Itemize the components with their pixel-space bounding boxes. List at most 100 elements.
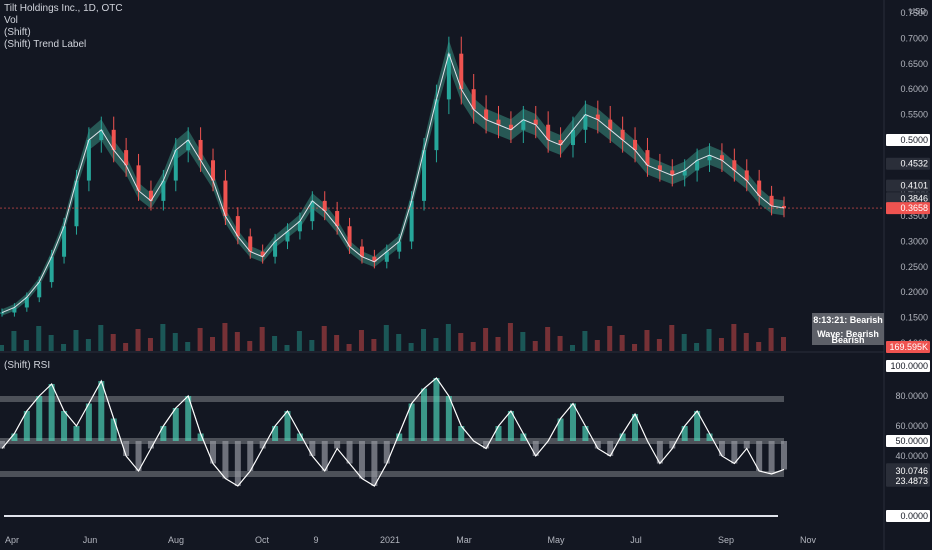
candle-body-62 [769,195,774,206]
volume-bar-11 [135,329,141,351]
price-tag-bg-2 [886,179,930,192]
price-tag-bg-1 [886,157,930,170]
rsi-hist-47 [582,426,589,441]
volume-bar-19 [234,332,240,351]
volume-bar-17 [210,337,216,351]
time-tick-label-3: Oct [254,535,270,545]
wave-status-box: 8:13:21: Bearish Wave: Bearish Bearish [812,313,884,345]
rsi-hist-62 [768,441,775,474]
volume-bar-46 [569,345,575,351]
rsi-tick-label-2: 60.0000 [895,421,928,431]
volume-bar-14 [172,333,178,351]
price-tag-label-1: 0.4532 [900,159,928,169]
rsi-hist-28 [346,441,353,464]
price-tick-label-3: 0.6000 [900,84,928,94]
candle-body-48 [595,114,600,120]
rsi-hist-61 [756,441,763,471]
rsi-hist-3 [36,396,43,441]
rsi-hist-12 [147,441,154,449]
rsi-hist-5 [61,411,68,441]
volume-bar-59 [731,324,737,351]
candle-body-4 [49,256,54,283]
rsi-tick-label-4: 40.0000 [895,451,928,461]
candle-body-24 [297,221,302,232]
candle-body-8 [99,129,104,140]
symbol-title[interactable]: Tilt Holdings Inc., 1D, OTC [4,3,123,14]
candle-body-7 [86,139,91,181]
rsi-tag-label-0: 100.0000 [890,361,928,371]
volume-bar-47 [582,331,588,351]
volume-bar-35 [433,338,439,351]
candle-body-23 [285,231,290,242]
rsi-hist-24 [296,433,303,441]
candle-body-60 [744,170,749,181]
price-tag-bg-5 [886,202,930,215]
rsi-hist-53 [656,441,663,464]
rsi-hist-22 [272,426,279,441]
price-tag-label-5: 0.3658 [900,203,928,213]
volume-bar-15 [185,342,191,351]
volume-bar-24 [296,331,302,351]
volume-bar-33 [408,343,414,351]
price-tag-bg-4 [886,192,930,205]
volume-bar-4 [48,335,54,351]
rsi-hist-19 [234,441,241,486]
rsi-tag-bg-0 [886,360,930,372]
time-tick-label-9: Sep [717,535,735,545]
volume-bar-36 [445,324,451,351]
candle-body-41 [508,124,513,130]
rsi-hist-14 [172,408,179,441]
candle-body-42 [521,119,526,130]
volume-bar-0 [0,345,4,351]
volume-bar-44 [545,327,551,351]
price-tick-label-10: 0.2500 [900,262,928,272]
rsi-label[interactable]: (Shift) RSI [4,360,51,371]
price-tick-label-1: 0.7000 [900,33,928,43]
candle-body-1 [12,307,17,313]
candle-body-11 [136,165,141,191]
volume-bar-25 [309,340,315,351]
price-tag-bg-0 [886,133,930,146]
rsi-hist-26 [321,441,328,471]
candle-body-12 [148,190,153,201]
candle-body-52 [645,150,650,166]
candle-body-6 [74,180,79,227]
price-pane [0,0,885,550]
volume-bar-16 [197,328,203,351]
volume-bar-30 [371,339,377,351]
candle-body-45 [558,139,563,146]
volume-bar-50 [619,335,625,351]
rsi-hist-55 [681,426,688,441]
rsi-band-0 [0,396,784,402]
candle-body-56 [695,160,700,171]
volume-bar-60 [743,333,749,351]
rsi-axis: 100.000080.000060.000050.000040.000031.1… [886,360,930,522]
rsi-hist-37 [458,426,465,441]
candle-body-20 [248,236,253,252]
price-tick-label-9: 0.3000 [900,236,928,246]
candle-body-54 [670,170,675,176]
candle-body-33 [409,200,414,242]
candle-body-14 [173,150,178,181]
wave-status-line2: Wave: Bearish [817,329,879,339]
volume-bar-57 [706,329,712,351]
price-tick-label-11: 0.2000 [900,287,928,297]
volume-bar-21 [259,327,265,351]
shift-indicator-label[interactable]: (Shift) [4,27,31,38]
rsi-band-2 [0,471,784,477]
rsi-hist-18 [222,441,229,479]
candle-body-25 [310,200,315,222]
trend-label-indicator-label[interactable]: (Shift) Trend Label [4,39,87,50]
rsi-tag-bg-4 [886,474,930,487]
candle-body-22 [273,241,278,257]
candle-body-2 [24,297,29,308]
candle-body-51 [633,139,638,151]
rsi-hist-35 [433,378,440,441]
rsi-tag-bg-5 [886,510,930,522]
volume-indicator-label[interactable]: Vol [4,15,18,26]
candle-body-38 [471,89,476,110]
rsi-hist-39 [483,441,490,449]
rsi-hist-34 [421,388,428,441]
rsi-hist-60 [743,441,750,449]
